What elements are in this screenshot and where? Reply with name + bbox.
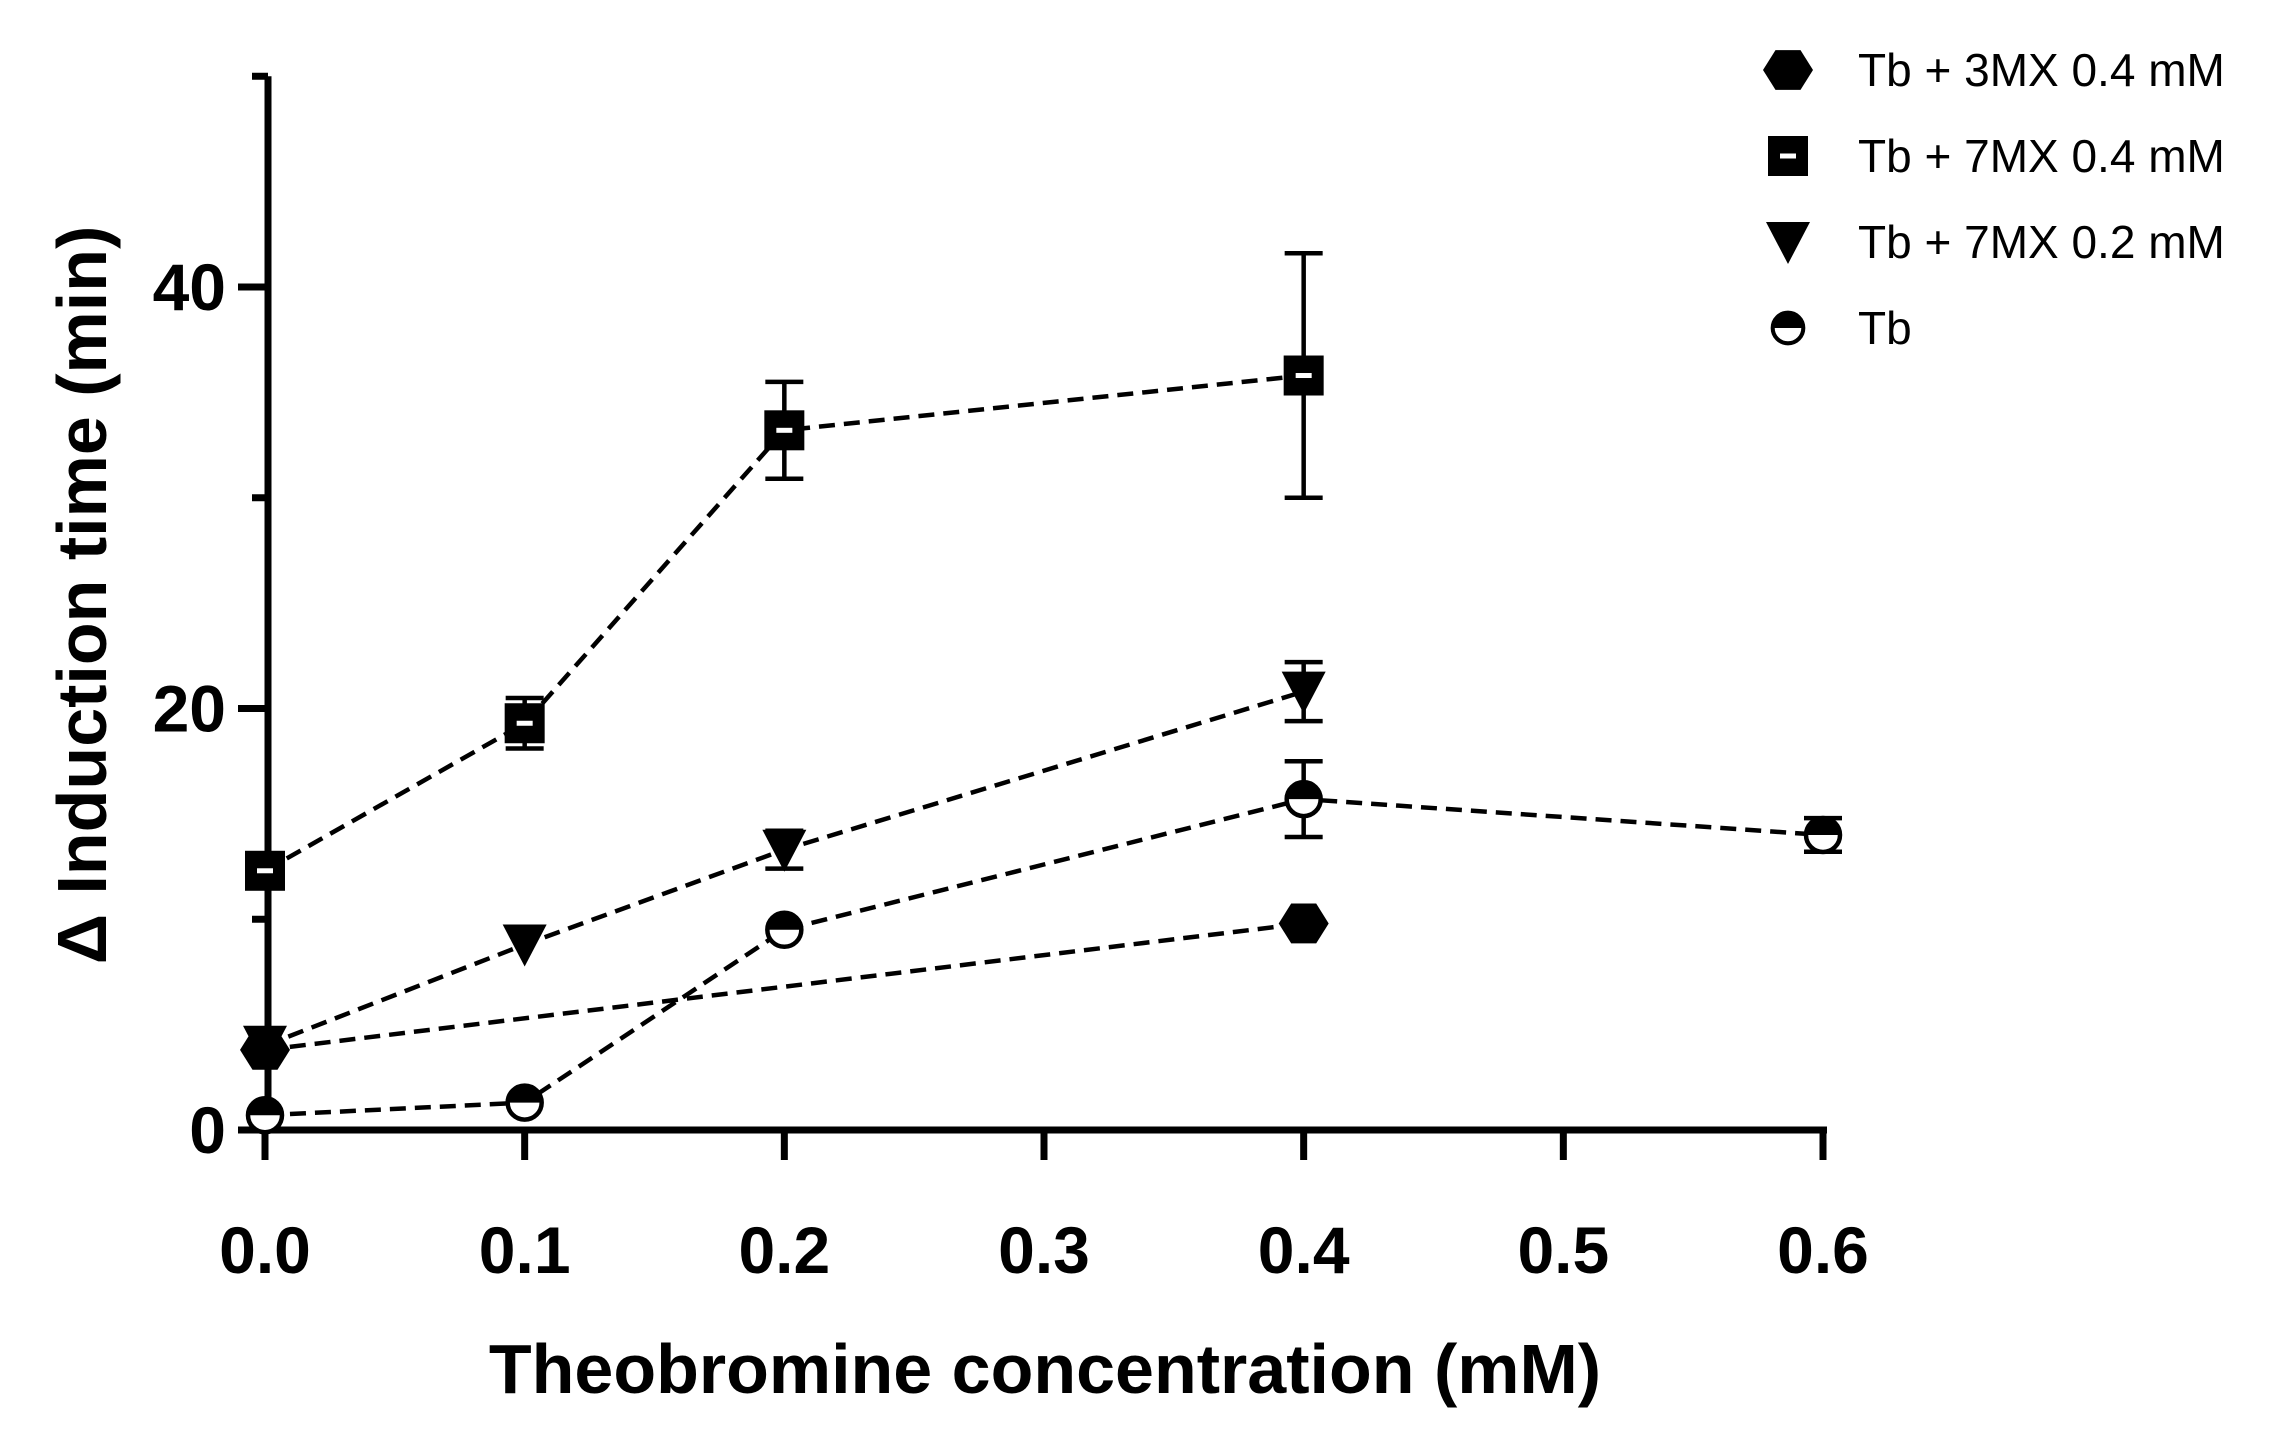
x-tick-label: 0.0 [219, 1213, 311, 1287]
y-tick-label: 40 [153, 250, 226, 324]
series-line-3 [264, 796, 1824, 1118]
series-line-2 [264, 689, 1305, 1048]
legend-marker [1763, 50, 1813, 90]
data-point [245, 850, 285, 891]
data-point [762, 829, 807, 872]
legend-marker [1768, 136, 1808, 176]
error-bars [505, 251, 1842, 871]
legend-marker-dash [1780, 153, 1796, 159]
data-point-dash [1295, 373, 1312, 379]
legend: Tb + 3MX 0.4 mM Tb + 7MX 0.4 mM Tb + 7MX 0… [1763, 44, 2225, 354]
data-point [502, 924, 547, 967]
data-point [1284, 779, 1323, 819]
tick-labels: 0 20 40 0.0 0.1 0.2 0.3 0.4 0.5 0.6 [153, 250, 1869, 1287]
data-point-dash [516, 720, 533, 726]
legend-entry: Tb + 7MX 0.4 mM [1768, 130, 2225, 182]
legend-label: Tb [1858, 302, 1912, 354]
x-tick-label: 0.2 [738, 1213, 830, 1287]
data-point [245, 1095, 285, 1135]
legend-marker [1766, 222, 1810, 264]
data-point-dash [257, 868, 273, 874]
legend-label: Tb + 7MX 0.2 mM [1858, 216, 2225, 268]
data-point [1283, 355, 1324, 396]
data-point-fill [1286, 782, 1321, 800]
data-point [1281, 671, 1326, 714]
x-tick-label: 0.4 [1258, 1213, 1350, 1287]
y-tick-label: 0 [189, 1093, 226, 1167]
data-point-fill [507, 1085, 542, 1103]
data-point-fill [248, 1098, 282, 1116]
data-point-fill [1806, 817, 1840, 835]
data-point-dash [776, 427, 793, 433]
data-point [243, 1025, 287, 1068]
x-tick-label: 0.3 [998, 1213, 1090, 1287]
data-point [1278, 903, 1329, 944]
data-markers [240, 355, 1843, 1135]
series-line-1 [263, 373, 1304, 873]
data-point [765, 910, 804, 950]
series-lines [263, 373, 1824, 1118]
legend-entry: Tb + 3MX 0.4 mM [1763, 44, 2225, 96]
axes [238, 72, 1827, 1160]
data-point-fill [767, 912, 802, 930]
y-tick-label: 20 [153, 672, 226, 746]
legend-entry: Tb + 7MX 0.2 mM [1766, 216, 2225, 268]
legend-label: Tb + 3MX 0.4 mM [1858, 44, 2225, 96]
x-axis-title: Theobromine concentration (mM) [489, 1330, 1601, 1408]
data-point [505, 1083, 544, 1122]
x-tick-label: 0.1 [479, 1213, 571, 1287]
data-point [764, 410, 805, 451]
x-tick-label: 0.5 [1517, 1213, 1609, 1287]
legend-label: Tb + 7MX 0.4 mM [1858, 130, 2225, 182]
data-point [1803, 815, 1843, 855]
legend-entry: Tb [1770, 302, 1912, 354]
legend-marker-fill [1772, 312, 1804, 328]
data-point [504, 703, 545, 744]
x-tick-label: 0.6 [1777, 1213, 1869, 1287]
legend-marker [1770, 310, 1806, 346]
y-axis-title: Δ Induction time (min) [43, 226, 121, 965]
